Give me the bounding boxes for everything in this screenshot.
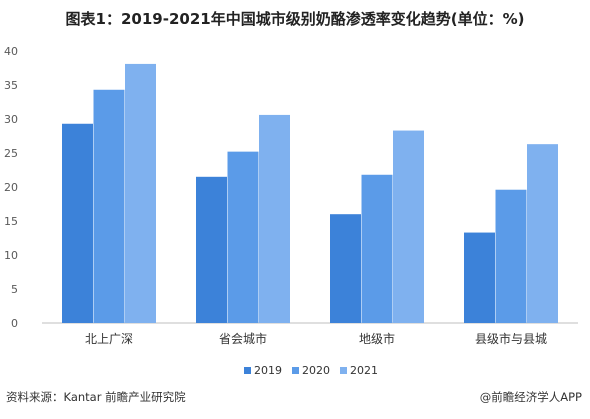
- y-tick-label: 0: [11, 317, 18, 330]
- bar-2020-4: [495, 189, 527, 323]
- y-tick-label: 30: [4, 113, 18, 126]
- y-tick-label: 35: [4, 79, 18, 92]
- category-label: 北上广深: [85, 332, 133, 346]
- bar-2019-3: [330, 214, 361, 323]
- bar-2021-2: [259, 114, 290, 323]
- bar-2020-1: [93, 89, 125, 323]
- bar-2021-1: [125, 63, 156, 324]
- legend-swatch-2020: [292, 367, 299, 374]
- category-label: 省会城市: [219, 331, 267, 346]
- legend-label-2021: 2021: [350, 364, 378, 377]
- chart-title: 图表1：2019-2021年中国城市级别奶酪渗透率变化趋势(单位：%): [65, 10, 525, 28]
- y-tick-label: 10: [4, 249, 18, 262]
- y-tick-label: 40: [4, 45, 18, 58]
- bars-layer: [62, 63, 558, 324]
- bar-2019-4: [464, 232, 495, 323]
- bar-2021-3: [393, 130, 424, 323]
- bar-2021-4: [527, 144, 558, 323]
- bar-2019-2: [196, 176, 227, 323]
- legend: 2019 2020 2021: [244, 364, 378, 377]
- legend-label-2019: 2019: [254, 364, 282, 377]
- bar-2020-2: [227, 151, 259, 323]
- legend-swatch-2021: [340, 367, 347, 374]
- legend-swatch-2019: [244, 367, 251, 374]
- bar-2020-3: [361, 174, 393, 323]
- category-label: 县级市与县城: [475, 331, 547, 346]
- category-labels: 北上广深 省会城市 地级市 县级市与县城: [85, 331, 547, 346]
- brand-label: @前瞻经济学人APP: [479, 390, 582, 404]
- y-tick-label: 25: [4, 147, 18, 160]
- y-tick-label: 5: [11, 283, 18, 296]
- legend-label-2020: 2020: [302, 364, 330, 377]
- y-tick-label: 20: [4, 181, 18, 194]
- y-tick-label: 15: [4, 215, 18, 228]
- source-note: 资料来源：Kantar 前瞻产业研究院: [6, 390, 186, 404]
- category-label: 地级市: [359, 331, 395, 346]
- bar-2019-1: [62, 123, 93, 323]
